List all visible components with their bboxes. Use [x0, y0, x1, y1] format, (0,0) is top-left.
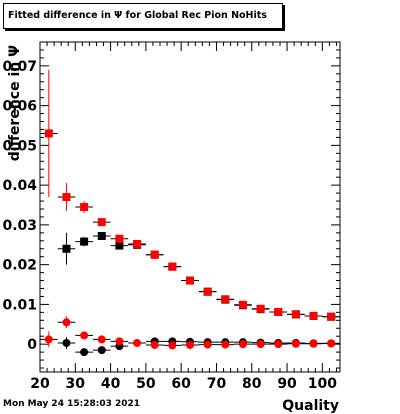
- data-point: [62, 193, 71, 202]
- data-marks: [40, 69, 340, 357]
- x-tick-label: 50: [136, 376, 156, 392]
- data-point: [291, 339, 300, 348]
- y-tick-label: 0: [27, 337, 37, 353]
- data-point: [203, 287, 212, 296]
- data-point: [62, 338, 71, 347]
- data-point: [97, 335, 106, 344]
- data-point: [291, 310, 300, 319]
- data-point: [186, 276, 194, 285]
- y-tick-label: 0.04: [2, 178, 37, 194]
- data-point: [150, 250, 159, 259]
- data-point: [168, 262, 177, 271]
- plot-border: [39, 41, 341, 373]
- x-tick-label: 100: [308, 376, 337, 392]
- y-tick-label: 0.06: [2, 99, 37, 115]
- timestamp: Mon May 24 15:28:03 2021: [3, 399, 141, 409]
- series-0: [57, 232, 340, 321]
- data-point: [80, 203, 89, 211]
- data-point: [133, 338, 142, 347]
- data-point: [115, 241, 124, 250]
- data-point: [238, 340, 247, 349]
- data-point: [221, 340, 230, 349]
- data-point: [80, 348, 89, 357]
- data-point: [221, 295, 230, 304]
- data-point: [274, 307, 283, 316]
- data-point: [327, 312, 336, 321]
- data-point: [256, 304, 265, 313]
- data-point: [115, 337, 124, 346]
- data-point: [274, 340, 283, 349]
- x-tick-label: 70: [207, 376, 227, 392]
- data-point: [203, 340, 212, 349]
- y-tick-label: 0.05: [2, 138, 37, 154]
- data-point: [97, 232, 106, 241]
- series-1: [40, 69, 340, 321]
- y-tick-label: 0.07: [2, 59, 37, 75]
- y-axis-label: difference in Ψ: [7, 45, 23, 161]
- x-tick-label: 80: [242, 376, 262, 392]
- data-point: [44, 129, 53, 138]
- data-point: [168, 341, 177, 350]
- data-point: [150, 340, 159, 349]
- data-point: [97, 218, 106, 227]
- data-point: [238, 300, 247, 309]
- axis-ticks: [39, 41, 340, 372]
- x-tick-label: 90: [277, 376, 297, 392]
- data-point: [97, 346, 106, 355]
- tick-labels: 20 30 40 50 60 70 80 90 100 0 0.01 0.02 0.03 0.04 0.05…: [2, 59, 337, 392]
- y-tick-label: 0.02: [2, 258, 37, 274]
- plot-frame: [39, 41, 341, 373]
- data-point: [115, 234, 124, 243]
- data-point: [80, 331, 89, 340]
- data-point: [80, 237, 89, 246]
- data-point: [327, 339, 336, 348]
- data-point: [133, 239, 142, 248]
- chart-title: Fitted difference in Ψ for Global Rec Pi…: [3, 3, 283, 29]
- series-3: [40, 316, 340, 350]
- x-axis-label: Quality: [282, 398, 339, 414]
- data-point: [256, 340, 265, 349]
- data-point: [186, 340, 194, 349]
- data-point: [62, 318, 71, 327]
- data-point: [309, 339, 318, 348]
- x-tick-label: 60: [171, 376, 191, 392]
- x-tick-label: 40: [101, 376, 121, 392]
- x-tick-label: 30: [66, 376, 86, 392]
- data-point: [309, 311, 318, 320]
- data-point: [44, 335, 53, 344]
- y-tick-label: 0.03: [2, 218, 37, 234]
- y-tick-label: 0.01: [2, 297, 37, 313]
- data-point: [62, 244, 71, 253]
- x-tick-label: 20: [30, 376, 50, 392]
